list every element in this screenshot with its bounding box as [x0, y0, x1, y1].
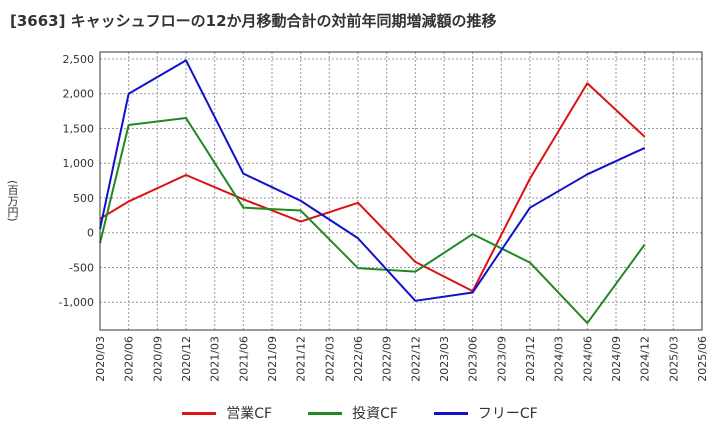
plot-frame [99, 51, 703, 331]
x-tick-label: 2021/09 [266, 336, 279, 382]
y-tick-label: 1,000 [63, 157, 95, 170]
x-tick-label: 2024/06 [581, 336, 594, 382]
legend-label-free: フリーCF [477, 406, 538, 422]
x-tick-label: 2023/09 [495, 336, 508, 382]
x-tick-label: 2022/12 [409, 336, 422, 382]
x-tick-label: 2025/03 [667, 336, 680, 382]
tick-layer: 2020/03 2020/06 2020/09 2020/12 2021/03 2021/… [59, 53, 709, 382]
series-layer [99, 59, 646, 325]
x-tick-label: 2025/06 [696, 336, 709, 382]
series-line-2 [99, 59, 646, 302]
y-tick-label: 2,500 [63, 53, 95, 66]
x-tick-label: 2020/12 [180, 336, 193, 382]
x-tick-label: 2024/12 [639, 336, 652, 382]
y-tick-label: -1,000 [59, 296, 94, 309]
x-tick-label: 2020/09 [151, 336, 164, 382]
x-tick-label: 2020/06 [123, 336, 136, 382]
legend-item-free: フリーCF [433, 403, 538, 423]
x-tick-label: 2021/06 [237, 336, 250, 382]
y-tick-label: 500 [73, 192, 94, 205]
y-tick-label: -500 [69, 261, 94, 274]
legend: 営業CF 投資CF フリーCF [0, 403, 720, 423]
chart-title: [3663] キャッシュフローの12か月移動合計の対前年同期増減額の推移 [10, 12, 497, 30]
x-tick-label: 2023/12 [524, 336, 537, 382]
x-tick-label: 2022/06 [352, 336, 365, 382]
x-tick-label: 2020/03 [94, 336, 107, 382]
legend-swatch-operating [182, 411, 217, 415]
y-tick-label: 0 [87, 227, 94, 240]
series-line-1 [99, 117, 646, 325]
legend-swatch-free [433, 411, 468, 415]
legend-label-investing: 投資CF [352, 406, 398, 422]
y-tick-label: 1,500 [63, 122, 95, 135]
x-tick-label: 2023/06 [467, 336, 480, 382]
series-line-0 [99, 82, 646, 293]
x-tick-label: 2021/12 [295, 336, 308, 382]
x-tick-label: 2024/03 [553, 336, 566, 382]
x-tick-label: 2022/09 [381, 336, 394, 382]
x-tick-label: 2023/03 [438, 336, 451, 382]
legend-item-investing: 投資CF [308, 403, 398, 423]
y-axis-label: (百万円) [6, 180, 19, 222]
x-tick-label: 2021/03 [209, 336, 222, 382]
y-tick-label: 2,000 [63, 88, 95, 101]
x-tick-label: 2024/09 [610, 336, 623, 382]
x-tick-label: 2022/03 [323, 336, 336, 382]
legend-item-operating: 営業CF [182, 403, 272, 423]
legend-label-operating: 営業CF [226, 406, 273, 422]
legend-swatch-investing [308, 411, 343, 415]
